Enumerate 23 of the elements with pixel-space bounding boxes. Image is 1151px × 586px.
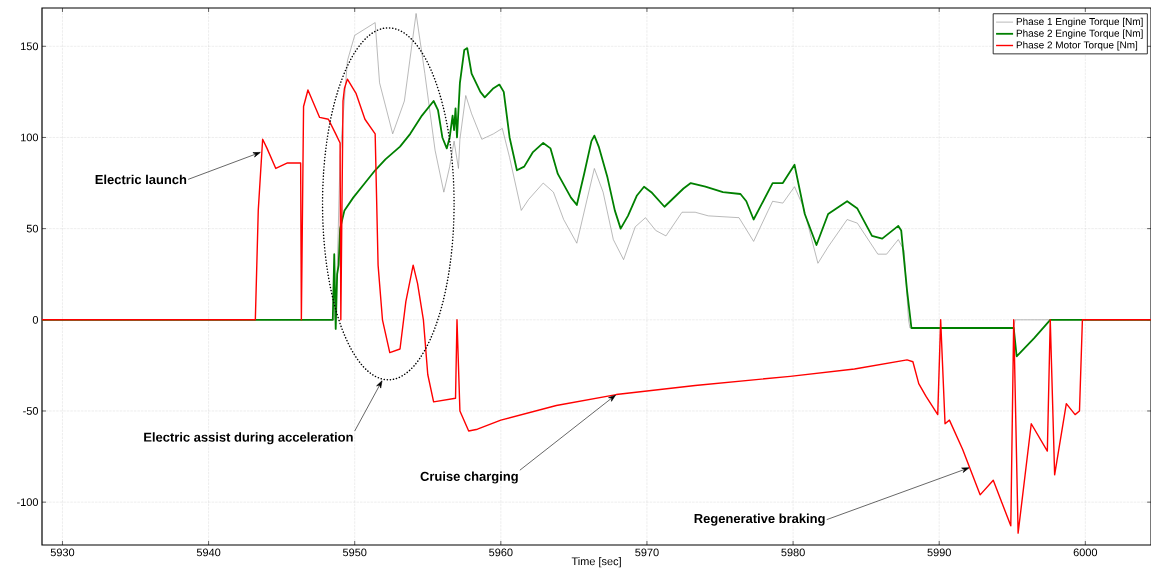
legend-label: Phase 2 Motor Torque [Nm] [1016, 41, 1138, 51]
y-tick-label: -50 [23, 407, 39, 415]
x-tick-label: 6000 [1073, 548, 1098, 557]
annotation: Cruise charging [420, 471, 518, 484]
x-tick-label: 5960 [489, 548, 513, 557]
x-tick-label: 5940 [196, 548, 221, 557]
annotation: Regenerative braking [694, 513, 825, 526]
x-tick-label: 5950 [342, 548, 367, 557]
x-tick-label: 5970 [635, 548, 659, 557]
x-tick-label: 5990 [927, 548, 951, 557]
y-tick-label: 150 [21, 42, 39, 51]
line-series [42, 78, 1151, 534]
annotation: Electric launch [95, 174, 187, 185]
y-tick-label: 0 [32, 315, 39, 324]
legend-label: Phase 2 Engine Torque [Nm] [1016, 29, 1143, 39]
x-axis-title: Time [sec] [571, 557, 621, 568]
y-tick-label: 50 [26, 224, 39, 233]
x-tick-label: 5930 [50, 548, 75, 557]
y-tick-label: 100 [21, 133, 39, 142]
legend-label: Phase 1 Engine Torque [Nm] [1016, 17, 1143, 28]
y-tick-label: -100 [17, 498, 39, 507]
x-tick-label: 5980 [781, 548, 805, 557]
annotation: Electric assist during acceleration [144, 432, 353, 445]
